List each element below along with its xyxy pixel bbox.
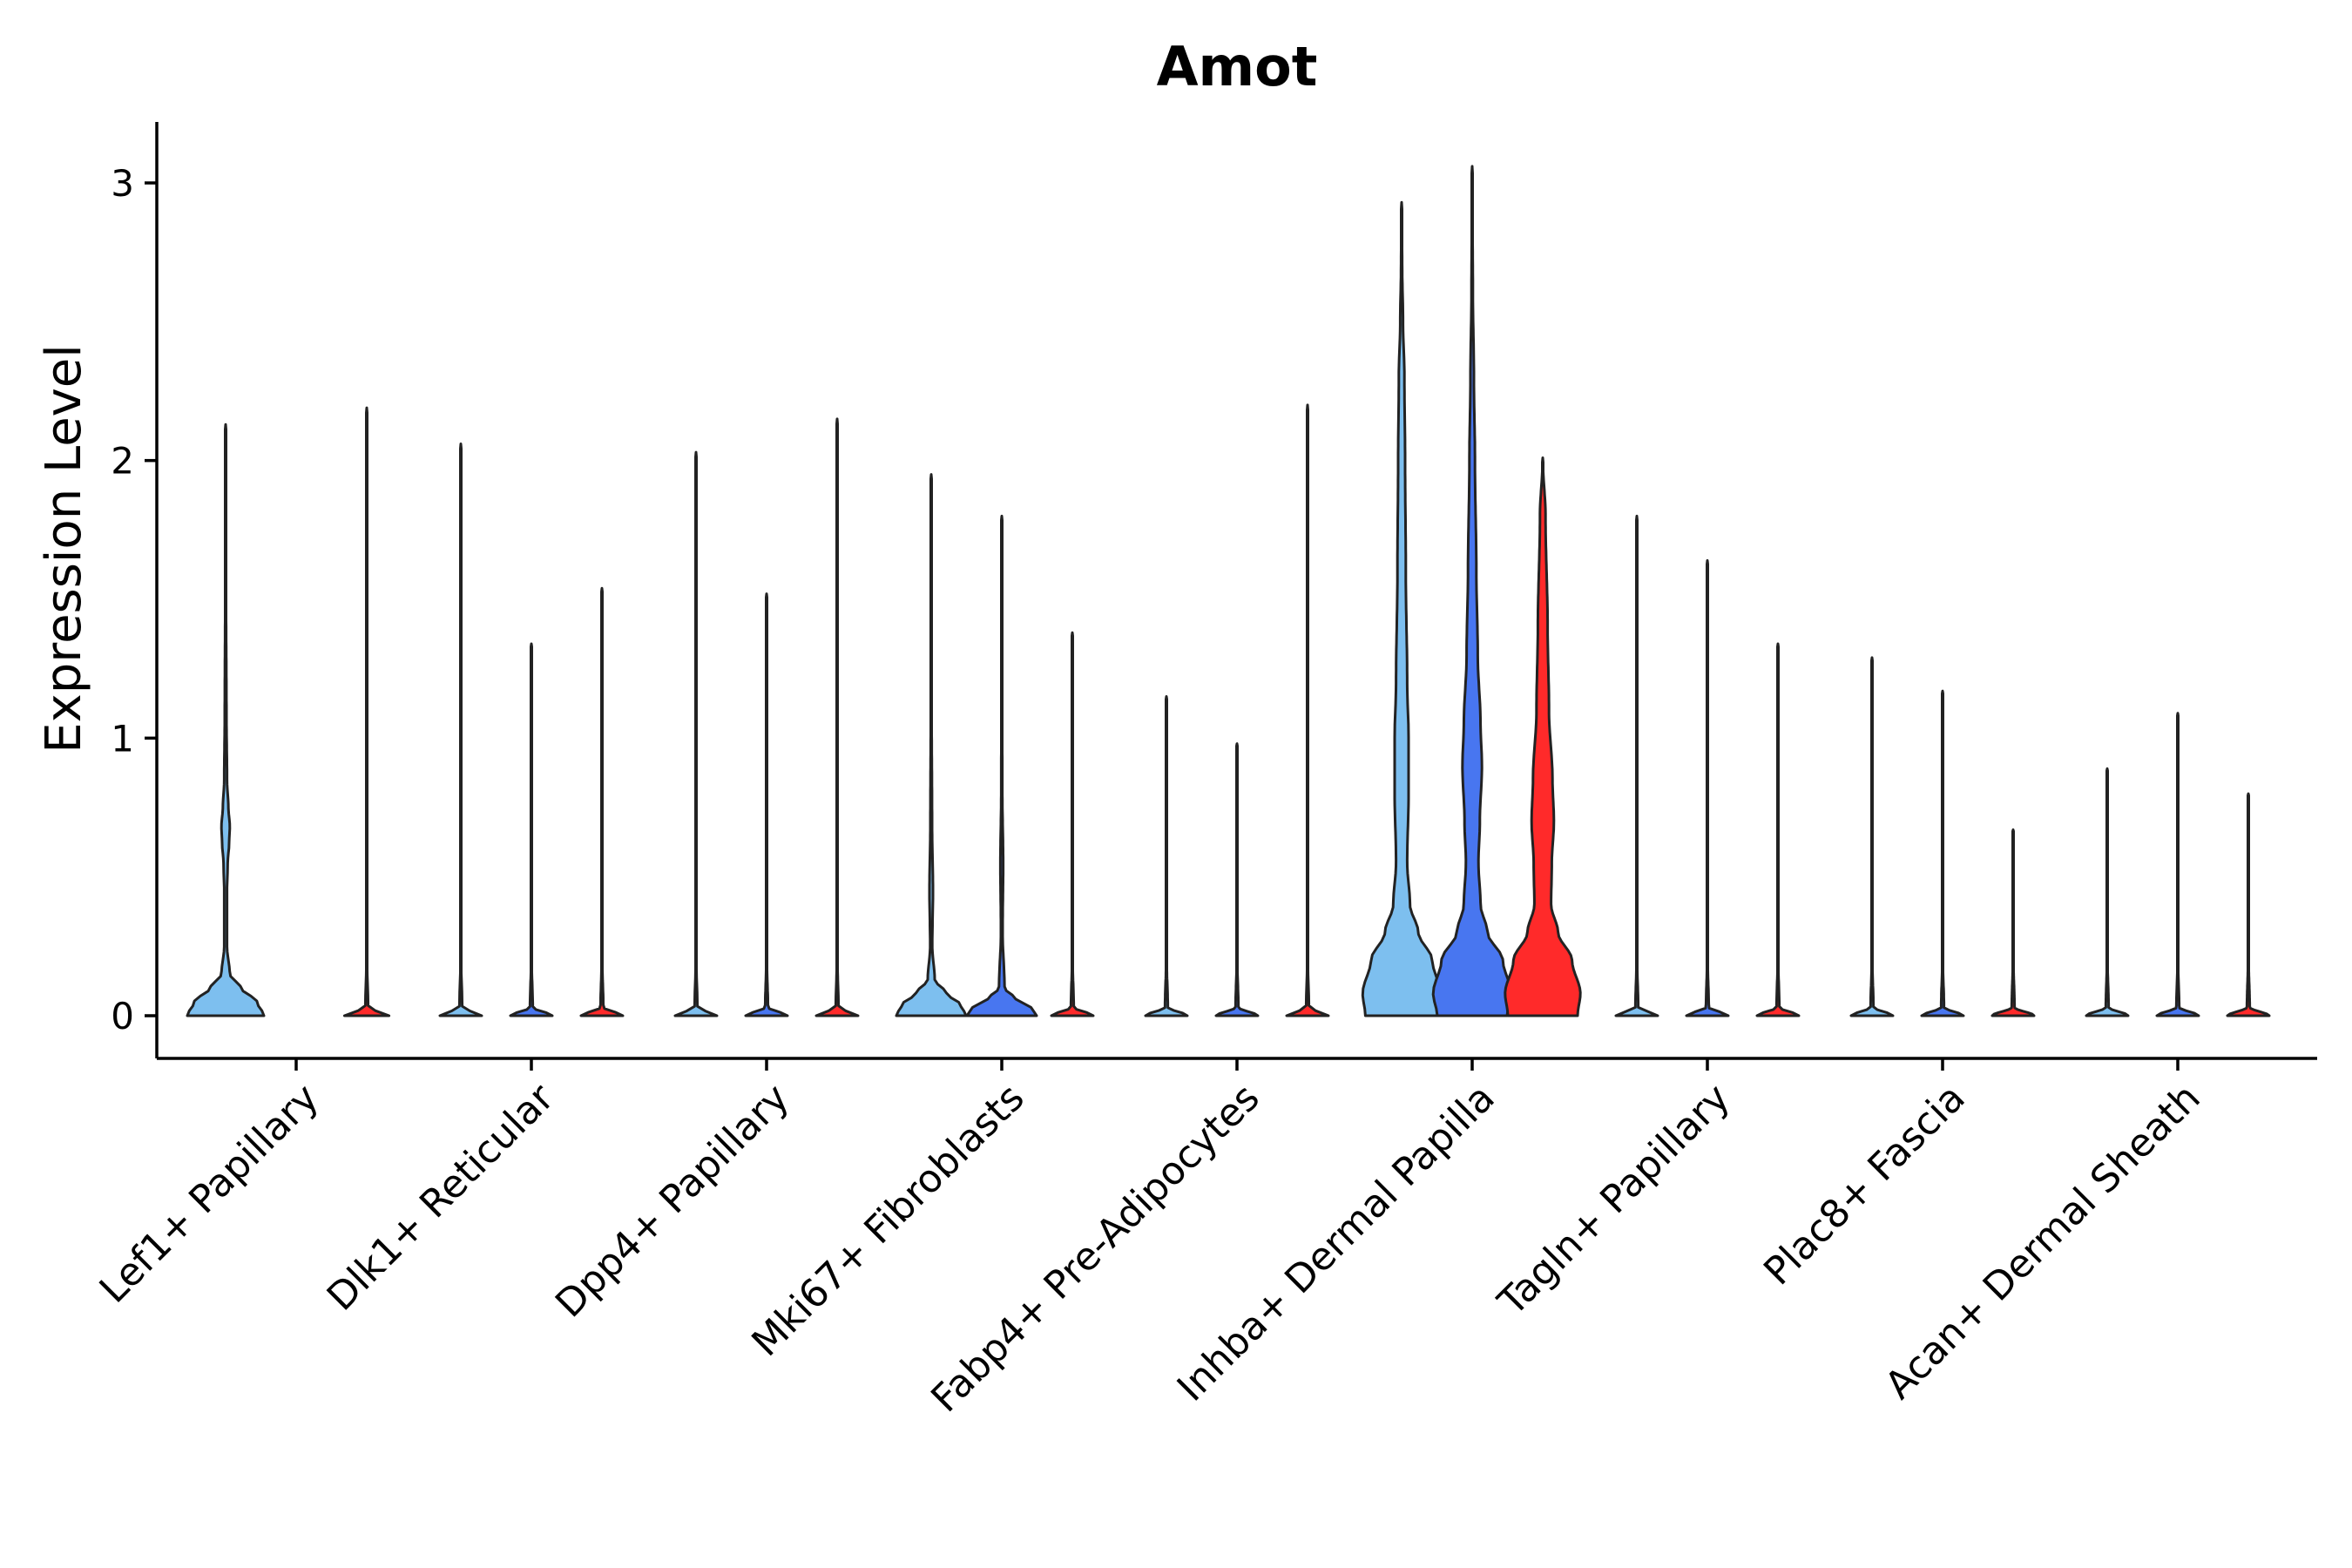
violin-group2-6 — [1685, 558, 1730, 1017]
x-tick-label: Dlk1+ Reticular — [319, 1075, 564, 1320]
violin-group2-5 — [1431, 165, 1513, 1017]
violin-group3-7 — [1990, 828, 2036, 1017]
y-tick-label: 0 — [111, 995, 134, 1037]
violin-group3-6 — [1755, 642, 1801, 1017]
violin-layer — [186, 165, 2271, 1017]
x-tick-label: Dpp4+ Papillary — [547, 1076, 798, 1327]
violin-group1-6 — [1614, 514, 1659, 1017]
x-tick-label: Plac8+ Fascia — [1755, 1076, 1974, 1294]
violin-group1-5 — [1361, 200, 1443, 1017]
violin-group1-7 — [1849, 656, 1895, 1017]
y-tick-label: 3 — [111, 162, 134, 205]
violin-group1-3 — [895, 473, 968, 1017]
y-axis-label: Expression Level — [36, 344, 92, 754]
violin-group3-2 — [814, 417, 860, 1017]
x-tick-label: Lef1+ Papillary — [91, 1076, 328, 1312]
violin-group2-2 — [744, 592, 789, 1017]
violin-group1-8 — [2085, 767, 2130, 1017]
violin-group3-3 — [1050, 631, 1095, 1017]
violin-group3-1 — [579, 586, 625, 1017]
y-tick-label: 1 — [111, 717, 134, 760]
y-ticks: 0 1 2 3 — [111, 162, 157, 1037]
violin-group2-7 — [1920, 689, 1965, 1017]
violin-group1-1 — [438, 443, 483, 1017]
violin-group3-0 — [342, 406, 391, 1017]
violin-group1-0 — [186, 422, 266, 1017]
violin-group3-5 — [1504, 456, 1582, 1017]
violin-group2-8 — [2155, 712, 2200, 1017]
violin-group3-4 — [1285, 403, 1330, 1017]
violin-group2-3 — [965, 514, 1038, 1017]
y-tick-label: 2 — [111, 440, 134, 483]
chart-title: Amot — [1157, 35, 1318, 98]
violin-group1-4 — [1144, 695, 1189, 1017]
violin-group2-1 — [509, 642, 554, 1017]
violin-group3-8 — [2226, 792, 2271, 1017]
violin-group1-2 — [673, 450, 719, 1017]
violin-group2-4 — [1214, 742, 1260, 1017]
x-tick-label: Tagln+ Papillary — [1490, 1076, 1739, 1325]
